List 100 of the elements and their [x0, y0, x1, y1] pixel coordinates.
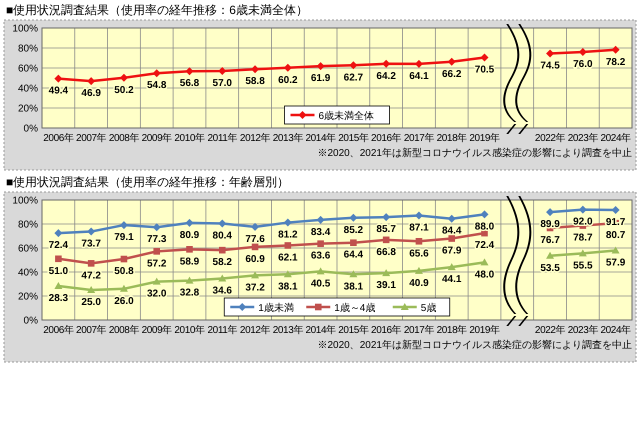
data-label: 54.8 [146, 80, 167, 92]
y-tick-label: 40% [18, 84, 38, 94]
data-label: 84.4 [442, 226, 462, 237]
point [448, 235, 456, 242]
point [349, 214, 358, 222]
data-label: 78.2 [606, 56, 626, 68]
x-tick-label: 2018年 [436, 132, 468, 144]
data-label: 61.9 [310, 73, 331, 84]
point [612, 46, 620, 54]
data-label: 32.0 [146, 288, 167, 300]
y-tick-label: 80% [18, 220, 38, 230]
x-tick-label: 2012年 [240, 132, 271, 144]
point [87, 77, 96, 86]
point [480, 210, 488, 218]
data-label: 50.2 [114, 84, 134, 96]
point [218, 67, 226, 75]
x-tick-label: 2009年 [142, 324, 172, 336]
data-label: 39.1 [376, 280, 396, 292]
point [186, 246, 193, 253]
point [382, 213, 390, 222]
x-tick-label: 2023年 [568, 324, 598, 336]
data-label: 64.4 [344, 250, 364, 261]
data-label: 49.4 [48, 86, 69, 97]
data-label: 73.7 [81, 238, 102, 250]
point [186, 218, 194, 227]
y-tick-label: 100% [12, 24, 38, 34]
data-label: 55.5 [573, 260, 593, 272]
y-tick-label: 80% [18, 44, 38, 54]
x-tick-label: 2007年 [76, 324, 107, 336]
data-label: 34.6 [212, 285, 232, 296]
point [382, 269, 390, 276]
point [54, 282, 62, 290]
point [120, 256, 128, 262]
point [120, 74, 128, 82]
point [87, 286, 96, 293]
point [284, 218, 292, 227]
point [251, 271, 260, 278]
data-label: 80.4 [212, 230, 232, 242]
data-label: 38.1 [344, 281, 364, 292]
x-tick-label: 2014年 [305, 132, 336, 144]
data-label: 83.4 [310, 226, 331, 238]
data-label: 26.0 [114, 296, 134, 307]
data-label: 56.8 [180, 78, 200, 90]
x-tick-label: 2008年 [108, 324, 140, 336]
data-label: 46.9 [81, 88, 102, 100]
text: ※2020、2021年は新型コロナウイルス感染症の影響により調査を中止 [318, 147, 632, 159]
x-tick-label: 2017年 [404, 132, 434, 144]
data-label: 62.7 [344, 72, 364, 84]
point [54, 229, 62, 238]
data-label: 70.5 [474, 64, 495, 76]
data-label: 80.7 [606, 230, 626, 242]
point [251, 222, 260, 231]
x-tick-label: 2013年 [272, 132, 304, 144]
data-label: 78.7 [573, 232, 593, 244]
x-tick-label: 2008年 [108, 132, 140, 144]
point [252, 244, 258, 250]
data-label: 40.5 [310, 278, 331, 290]
data-label: 85.7 [376, 224, 396, 236]
y-tick-label: 20% [18, 104, 38, 114]
legend-label: 1歳～4歳 [334, 302, 376, 314]
data-label: 58.9 [180, 256, 200, 268]
data-label: 79.1 [114, 232, 134, 244]
data-label: 28.3 [48, 293, 69, 304]
text: ※2020、2021年は新型コロナウイルス感染症の影響により調査を中止 [318, 339, 632, 351]
point [284, 270, 292, 278]
legend-label: 6歳未満全体 [318, 110, 374, 122]
point [284, 64, 292, 72]
data-label: 57.9 [606, 258, 626, 269]
x-tick-label: 2024年 [600, 324, 632, 336]
y-tick-label: 40% [18, 268, 38, 278]
chart-title: ■使用状況調査結果（使用率の経年推移：年齢層別） [6, 175, 290, 189]
data-label: 65.6 [409, 248, 430, 260]
point [350, 239, 357, 246]
y-tick-label: 20% [18, 292, 38, 302]
data-label: 62.1 [278, 252, 298, 264]
data-label: 25.0 [81, 297, 102, 308]
y-tick-label: 0% [24, 124, 38, 134]
x-tick-label: 2016年 [371, 132, 402, 144]
point [317, 240, 324, 247]
point [448, 263, 456, 270]
x-tick-label: 2006年 [43, 132, 74, 144]
data-label: 60.2 [278, 74, 298, 86]
point [448, 214, 456, 223]
x-tick-label: 2015年 [338, 132, 369, 144]
point [349, 270, 358, 278]
point [120, 221, 128, 230]
data-label: 63.6 [310, 250, 331, 262]
data-label: 72.4 [48, 240, 69, 252]
point [55, 256, 62, 262]
point [578, 206, 587, 214]
point [316, 62, 325, 70]
legend-label: 1歳未満 [258, 302, 294, 314]
data-label: 51.0 [48, 266, 69, 277]
point [251, 65, 260, 74]
x-tick-label: 2015年 [338, 324, 369, 336]
point [186, 67, 194, 76]
data-label: 48.0 [474, 269, 495, 280]
point [186, 276, 194, 284]
y-tick-label: 100% [12, 196, 38, 206]
chart-title: ■使用状況調査結果（使用率の経年推移：6歳未満全体） [6, 3, 308, 17]
